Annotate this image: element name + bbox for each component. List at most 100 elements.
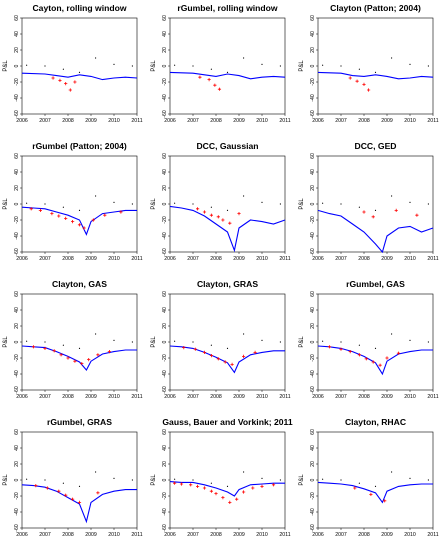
y-tick-label: 0	[162, 340, 168, 343]
exceedance-point	[253, 350, 257, 354]
chart-panel: DCC, GED P&L -60 -40 -20 0 20 40 60 2006 2007 2008 2…	[299, 141, 439, 262]
exceedance-point	[221, 218, 225, 222]
y-tick-label: -60	[14, 248, 20, 256]
y-axis-label: P&L	[3, 60, 9, 72]
x-tick-label: 2007	[39, 532, 51, 538]
x-tick-label: 2010	[404, 394, 416, 400]
y-tick-label: 20	[310, 47, 316, 53]
chart-panel: rGumbel, GAS P&L -60 -40 -20 0 20 40 60 2006 2007 2…	[299, 279, 439, 400]
x-tick-label: 2007	[39, 256, 51, 262]
exceedance-point	[364, 357, 368, 361]
pnl-point	[243, 195, 245, 197]
pnl-point	[62, 482, 64, 484]
x-tick-label: 2006	[164, 118, 176, 124]
exceedance-point	[348, 350, 352, 354]
x-tick-label: 2011	[279, 256, 290, 262]
exceedance-point	[71, 497, 75, 501]
exceedance-point	[242, 490, 246, 494]
exceedance-point	[31, 345, 36, 349]
exceedance-point	[221, 496, 225, 500]
exceedance-point	[394, 208, 398, 212]
y-axis-label: P&L	[299, 474, 305, 486]
x-tick-label: 2008	[62, 394, 74, 400]
exceedance-point	[52, 349, 56, 353]
x-tick-label: 2006	[312, 394, 324, 400]
plot-frame	[317, 155, 434, 253]
exceedance-point	[385, 356, 389, 360]
exceedance-point	[353, 486, 357, 490]
exceedance-point	[45, 486, 49, 490]
pnl-point	[113, 477, 115, 479]
y-tick-label: -60	[162, 110, 168, 118]
chart-panel: rGumbel, GRAS P&L -60 -40 -20 0 20 40 60 2006 2007…	[3, 417, 143, 538]
exceedance-point	[378, 363, 382, 367]
exceedance-point	[82, 226, 86, 230]
y-tick-label: 60	[14, 153, 20, 159]
pnl-point	[340, 203, 342, 205]
plot-frame	[21, 17, 138, 115]
x-tick-label: 2011	[427, 532, 438, 538]
x-tick-label: 2008	[210, 256, 222, 262]
x-tick-label: 2011	[427, 256, 438, 262]
exceedance-point	[355, 79, 359, 83]
pnl-point	[210, 344, 212, 346]
pnl-point	[62, 206, 64, 208]
pnl-point	[174, 478, 176, 480]
y-axis-label: P&L	[299, 198, 305, 210]
pnl-point	[26, 340, 28, 342]
x-tick-label: 2006	[16, 118, 28, 124]
exceedance-point	[357, 353, 361, 357]
x-tick-label: 2010	[256, 256, 268, 262]
y-tick-label: -40	[310, 370, 316, 378]
y-tick-label: 40	[14, 169, 20, 175]
exceedance-point	[87, 358, 91, 362]
x-tick-label: 2008	[358, 532, 370, 538]
x-tick-label: 2010	[256, 532, 268, 538]
var-line	[169, 345, 285, 374]
y-tick-label: -20	[310, 78, 316, 86]
exceedance-point	[383, 499, 387, 503]
y-tick-label: 20	[310, 461, 316, 467]
exceedance-point	[371, 215, 375, 219]
exceedance-point	[179, 482, 184, 486]
y-tick-label: 40	[162, 169, 168, 175]
x-tick-label: 2011	[279, 532, 290, 538]
y-tick-label: 60	[162, 291, 168, 297]
chart-title: rGumbel, rolling window	[177, 3, 278, 13]
exceedance-point	[217, 87, 222, 91]
y-tick-label: -20	[162, 492, 168, 500]
pnl-point	[95, 471, 97, 473]
plot-frame	[317, 17, 434, 115]
x-tick-label: 2007	[187, 394, 199, 400]
y-tick-label: 0	[310, 340, 316, 343]
plot-frame	[169, 17, 286, 115]
y-tick-label: 0	[14, 478, 20, 481]
exceedance-point	[50, 212, 54, 216]
exceedance-point	[57, 489, 61, 493]
exceedance-point	[415, 213, 419, 217]
exceedance-point	[57, 214, 61, 218]
y-tick-label: 40	[162, 31, 168, 37]
x-tick-label: 2008	[210, 532, 222, 538]
exceedance-point	[59, 353, 63, 357]
pnl-point	[391, 333, 393, 335]
x-tick-label: 2007	[39, 118, 51, 124]
y-tick-label: -60	[162, 524, 168, 532]
x-tick-label: 2007	[187, 118, 199, 124]
pnl-point	[358, 68, 360, 70]
chart-panel: Cayton, rolling window P&L -60 -40 -20 0 20 40 6…	[3, 3, 143, 124]
y-tick-label: -40	[14, 94, 20, 102]
pnl-point	[210, 206, 212, 208]
pnl-point	[131, 479, 133, 481]
exceedance-point	[202, 210, 207, 214]
pnl-point	[226, 209, 229, 211]
pnl-point	[44, 65, 46, 67]
x-tick-label: 2006	[312, 256, 324, 262]
pnl-point	[391, 471, 393, 473]
pnl-point	[131, 341, 133, 343]
exceedance-point	[216, 215, 220, 219]
chart-panel: Clayton, GAS P&L -60 -40 -20 0 20 40 60 2006 2007 2…	[3, 279, 143, 400]
x-tick-label: 2007	[187, 256, 199, 262]
y-tick-label: 40	[14, 307, 20, 313]
